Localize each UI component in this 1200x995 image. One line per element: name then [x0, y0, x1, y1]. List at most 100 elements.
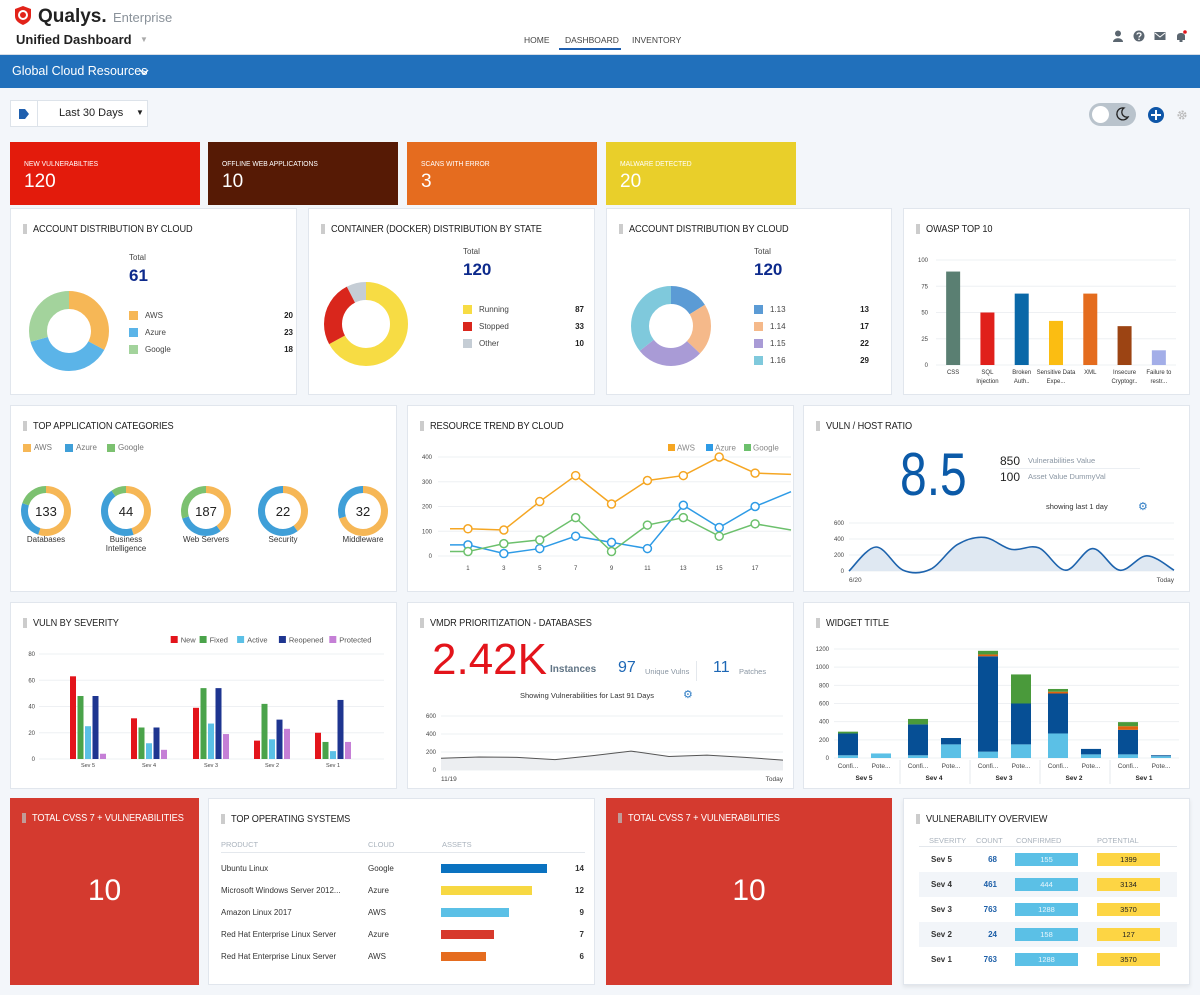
legend-label: Active [247, 636, 267, 645]
scope-selector[interactable]: Global Cloud Resources [12, 64, 148, 78]
drag-handle-icon[interactable] [23, 421, 27, 431]
trend-line [440, 750, 784, 761]
nav-dashboard[interactable]: DASHBOARD [565, 35, 619, 45]
drag-handle-icon[interactable] [420, 618, 424, 628]
drag-handle-icon[interactable] [816, 618, 820, 628]
stat-card-2[interactable]: SCANS WITH ERROR 3 [407, 142, 597, 205]
x-tick-label: 11 [644, 566, 651, 572]
vuln-value: 850 [1000, 454, 1021, 468]
bar-active [85, 726, 91, 759]
y-tick-label: 400 [426, 732, 437, 738]
drag-handle-icon[interactable] [916, 224, 920, 234]
instances-label: Instances [550, 664, 597, 675]
dark-mode-toggle[interactable] [1089, 103, 1136, 126]
data-point [606, 546, 617, 557]
asset-bar [441, 864, 547, 873]
y-tick-label: 60 [28, 678, 35, 684]
total-label: Total [754, 247, 771, 256]
legend-label: Azure [145, 328, 166, 337]
x-tick-label: Insecure Cryptogr.. [1111, 370, 1138, 385]
add-widget-icon[interactable] [1147, 106, 1165, 124]
chevron-down-icon[interactable] [139, 69, 149, 76]
help-icon[interactable] [1133, 30, 1145, 42]
nav-inventory[interactable]: INVENTORY [632, 35, 682, 45]
drag-handle-icon[interactable] [22, 813, 26, 823]
table-row: Sev 5 68 155 1399 [919, 847, 1177, 872]
nav-home[interactable]: HOME [524, 35, 550, 45]
table-row: Red Hat Enterprise Linux Server Azure 7 [209, 930, 596, 946]
total-label: Total [129, 253, 146, 262]
stat-value: 120 [24, 171, 56, 192]
stat-card-1[interactable]: OFFLINE WEB APPLICATIONS 10 [208, 142, 398, 205]
y-tick-label: 40 [28, 705, 35, 711]
stacked-segment [871, 753, 891, 758]
count: 461 [983, 880, 997, 889]
app-donut-slice [181, 486, 231, 536]
drag-handle-icon[interactable] [23, 224, 27, 234]
drag-handle-icon[interactable] [618, 813, 622, 823]
total-label: Total [463, 247, 480, 256]
legend-swatch [744, 444, 751, 451]
settings-gear-icon[interactable] [1176, 109, 1188, 121]
tag-filter-button[interactable] [11, 101, 38, 126]
patches-label: Patches [739, 667, 767, 676]
chart-canvas: 0 200 400 600 800 1000 1200 Confi... Pote... Sev … [816, 647, 1179, 784]
legend-swatch [706, 444, 713, 451]
group-label: Sev 2 [1066, 775, 1083, 782]
potential-badge: 3134 [1097, 878, 1160, 891]
drag-handle-icon[interactable] [23, 618, 27, 628]
period-settings-gear-icon[interactable]: ⚙ [683, 689, 693, 701]
stacked-segment [1118, 726, 1138, 730]
drag-handle-icon[interactable] [619, 224, 623, 234]
user-icon[interactable] [1112, 30, 1124, 42]
count: 763 [983, 905, 997, 914]
drag-handle-icon[interactable] [816, 421, 820, 431]
date-range-select[interactable]: Last 30 Days [59, 107, 124, 119]
bar-new [70, 676, 76, 759]
trend-line [848, 536, 1175, 574]
legend-swatch [129, 345, 138, 354]
data-point [570, 531, 581, 541]
stat-card-0[interactable]: NEW VULNERABILTIES 120 [10, 142, 200, 205]
drag-handle-icon[interactable] [420, 421, 424, 431]
widget-title: ACCOUNT DISTRIBUTION BY CLOUD [33, 224, 193, 235]
vuln-host-ratio-widget: VULN / HOST RATIO 8.5 850 Vulnerabilitie… [803, 405, 1190, 592]
legend-label: Google [145, 345, 171, 354]
y-tick-label: 400 [819, 720, 830, 726]
legend-label: New [181, 636, 197, 645]
legend-swatch [463, 322, 472, 331]
drag-handle-icon[interactable] [221, 814, 225, 824]
data-point [534, 496, 545, 507]
bar-label: Pote... [1082, 763, 1101, 770]
drag-handle-icon[interactable] [916, 814, 920, 824]
data-point [714, 452, 724, 462]
drag-handle-icon[interactable] [321, 224, 325, 234]
y-tick-label: 100 [918, 258, 929, 264]
caret-down-icon[interactable]: ▼ [136, 108, 144, 117]
legend-value: 87 [575, 305, 584, 314]
owasp-bar [1151, 350, 1166, 365]
y-tick-label: 200 [426, 750, 437, 756]
dashboard-selector[interactable]: Unified Dashboard [16, 32, 132, 47]
confirmed-badge: 1288 [1015, 953, 1078, 966]
data-point [642, 520, 653, 530]
asset-bar [441, 930, 494, 939]
chart-canvas: 0 20 40 60 80 Sev 5 Sev 4 Sev 3 Sev 2 Sev 1 Protec… [28, 636, 384, 769]
stat-value: 10 [222, 171, 244, 192]
date-range-filter[interactable]: Last 30 Days ▼ [10, 100, 148, 127]
legend-label: Reopened [289, 636, 324, 645]
period-settings-gear-icon[interactable]: ⚙ [1138, 501, 1148, 513]
y-tick-label: 600 [819, 702, 830, 708]
severity: Sev 4 [931, 880, 952, 889]
widget-title: WIDGET TITLE [826, 618, 889, 629]
asset-bar [441, 886, 532, 895]
severity: Sev 1 [931, 955, 952, 964]
y-tick-label: 200 [422, 505, 433, 511]
x-tick-label: 5 [538, 566, 542, 572]
bell-icon[interactable] [1175, 30, 1187, 42]
dashboard-dropdown-icon[interactable]: ▼ [140, 35, 148, 44]
product-name: Amazon Linux 2017 [221, 908, 292, 917]
stat-card-3[interactable]: MALWARE DETECTED 20 [606, 142, 796, 205]
y-tick-label: 80 [28, 652, 35, 658]
mail-icon[interactable] [1154, 30, 1166, 42]
